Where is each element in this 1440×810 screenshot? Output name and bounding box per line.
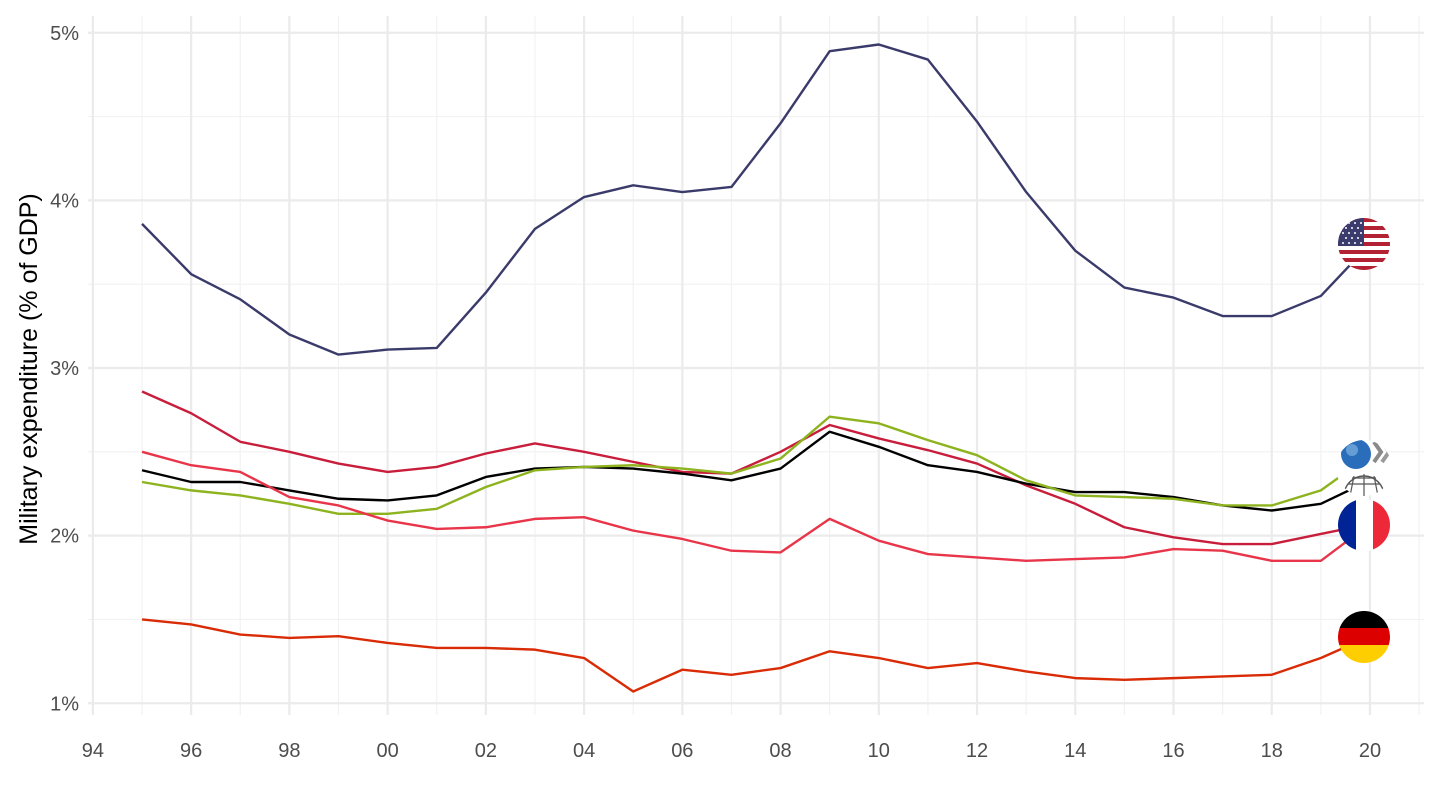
x-tick-label: 96 (180, 740, 202, 762)
x-tick-label: 10 (868, 740, 890, 762)
series-line-2 (141, 430, 1371, 512)
x-tick-label: 12 (966, 740, 988, 762)
end-flags (1336, 218, 1392, 663)
series-line-3 (141, 415, 1371, 516)
y-tick-label: 2% (50, 526, 79, 548)
y-axis-title: Military expenditure (% of GDP) (15, 193, 43, 545)
x-tick-label: 16 (1162, 740, 1184, 762)
x-tick-label: 14 (1064, 740, 1086, 762)
series-line-1 (141, 390, 1371, 546)
series-lines (141, 43, 1371, 693)
x-tick-label: 98 (278, 740, 300, 762)
x-tick-labels: 94 96 98 00 02 04 06 08 10 12 14 16 18 20 (82, 740, 1381, 762)
oecd-logo-icon (1336, 440, 1392, 496)
x-tick-label: 04 (573, 740, 595, 762)
x-tick-label: 02 (475, 740, 497, 762)
series-line-4 (141, 450, 1371, 562)
series-line-0 (141, 43, 1371, 356)
x-tick-label: 00 (376, 740, 398, 762)
x-tick-label: 06 (671, 740, 693, 762)
y-tick-labels: 1% 2% 3% 4% 5% (50, 23, 79, 716)
y-tick-label: 4% (50, 190, 79, 212)
y-tick-label: 1% (50, 693, 79, 715)
x-tick-label: 94 (82, 740, 104, 762)
united-states-flag-icon (1338, 218, 1390, 270)
series-line-5 (141, 618, 1371, 693)
germany-flag-icon (1338, 611, 1390, 663)
x-tick-label: 08 (769, 740, 791, 762)
major-gridlines (88, 16, 1424, 715)
minor-gridlines (88, 16, 1424, 715)
y-tick-label: 5% (50, 23, 79, 45)
france-flag-icon (1338, 499, 1390, 551)
x-tick-label: 20 (1359, 740, 1381, 762)
x-tick-label: 18 (1261, 740, 1283, 762)
y-tick-label: 3% (50, 358, 79, 380)
